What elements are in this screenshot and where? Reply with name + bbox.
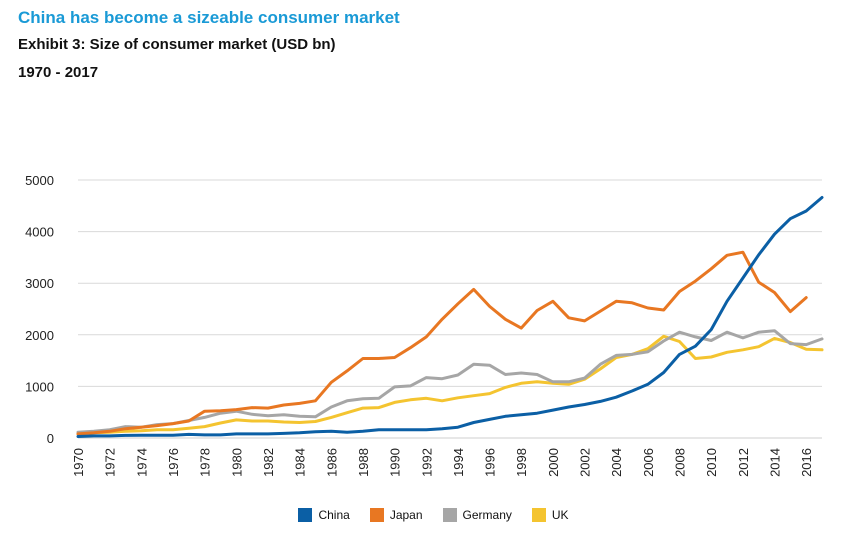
x-tick-label: 1986 bbox=[324, 448, 339, 477]
legend-label-germany: Germany bbox=[462, 508, 512, 522]
x-tick-label: 1990 bbox=[388, 448, 403, 477]
x-tick-label: 1974 bbox=[134, 448, 149, 477]
x-tick-label: 1982 bbox=[261, 448, 276, 477]
legend-label-china: China bbox=[318, 508, 350, 522]
x-tick-label: 2000 bbox=[546, 448, 561, 477]
x-tick-label: 1984 bbox=[293, 448, 308, 477]
legend-swatch-japan bbox=[369, 508, 384, 522]
period-label: 1970 - 2017 bbox=[18, 64, 99, 81]
x-tick-label: 2004 bbox=[609, 448, 624, 477]
x-tick-label: 1992 bbox=[419, 448, 434, 477]
x-tick-label: 2002 bbox=[578, 448, 593, 477]
legend-item-uk: UK bbox=[531, 508, 569, 522]
legend-swatch-germany bbox=[442, 508, 457, 522]
y-tick-label: 2000 bbox=[25, 328, 54, 343]
x-tick-label: 1994 bbox=[451, 448, 466, 477]
x-tick-label: 2010 bbox=[704, 448, 719, 477]
series-line-japan bbox=[76, 250, 808, 436]
legend-label-uk: UK bbox=[551, 508, 569, 522]
y-tick-label: 4000 bbox=[25, 225, 54, 240]
legend-swatch-china bbox=[298, 508, 313, 522]
y-tick-label: 5000 bbox=[25, 173, 54, 188]
x-tick-label: 1970 bbox=[71, 448, 86, 477]
x-tick-label: 2012 bbox=[736, 448, 751, 477]
y-tick-label: 3000 bbox=[25, 276, 54, 291]
series-line-uk bbox=[76, 334, 824, 436]
x-tick-label: 1988 bbox=[356, 448, 371, 477]
y-tick-label: 1000 bbox=[25, 379, 54, 394]
legend-item-china: China bbox=[298, 508, 350, 522]
legend: China Japan Germany UK bbox=[0, 508, 867, 522]
legend-label-japan: Japan bbox=[389, 508, 423, 522]
legend-item-germany: Germany bbox=[442, 508, 512, 522]
exhibit-title: Exhibit 3: Size of consumer market (USD … bbox=[18, 36, 336, 53]
legend-swatch-uk bbox=[531, 508, 546, 522]
x-tick-label: 1976 bbox=[166, 448, 181, 477]
x-tick-label: 1980 bbox=[229, 448, 244, 477]
x-tick-label: 1978 bbox=[198, 448, 213, 477]
y-tick-label: 0 bbox=[47, 431, 54, 446]
x-tick-label: 2006 bbox=[641, 448, 656, 477]
headline: China has become a sizeable consumer mar… bbox=[18, 8, 400, 27]
x-tick-label: 2008 bbox=[673, 448, 688, 477]
x-tick-label: 2014 bbox=[768, 448, 783, 477]
series-line-china bbox=[76, 196, 824, 438]
x-tick-label: 1972 bbox=[103, 448, 118, 477]
legend-item-japan: Japan bbox=[369, 508, 423, 522]
x-tick-label: 2016 bbox=[799, 448, 814, 477]
x-tick-label: 1998 bbox=[514, 448, 529, 477]
x-tick-label: 1996 bbox=[483, 448, 498, 477]
series-line-germany bbox=[76, 329, 824, 434]
